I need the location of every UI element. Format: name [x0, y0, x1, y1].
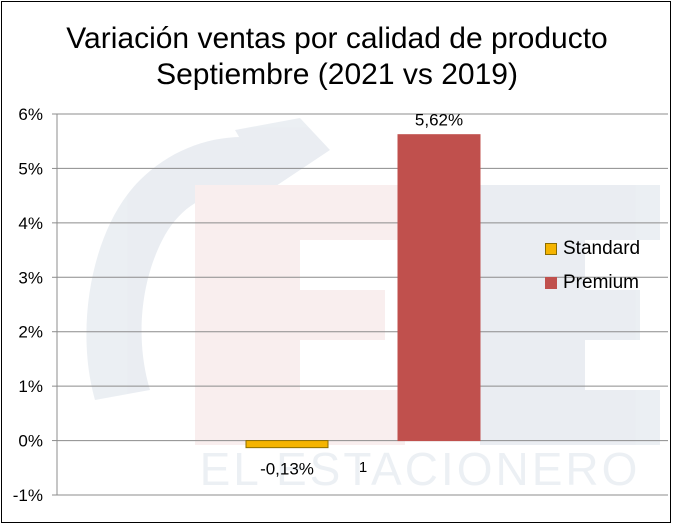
bar-standard [245, 440, 329, 449]
y-tick-label: 0% [18, 432, 43, 451]
chart-subtitle: Septiembre (2021 vs 2019) [156, 58, 518, 91]
y-tick-label: 2% [18, 323, 43, 342]
chart-title: Variación ventas por calidad de producto [66, 22, 608, 55]
data-label-premium: 5,62% [415, 111, 463, 130]
legend-label-standard: Standard [563, 238, 641, 259]
x-axis: 1 [359, 459, 367, 476]
y-tick-label: 4% [18, 214, 43, 233]
data-label-standard: -0,13% [260, 460, 314, 479]
legend-item-premium: Premium [545, 266, 640, 300]
legend: Standard Premium [545, 232, 640, 300]
y-tick-label: 3% [18, 268, 43, 287]
gridlines [57, 113, 668, 496]
legend-label-premium: Premium [563, 272, 640, 293]
legend-item-standard: Standard [545, 232, 640, 266]
legend-swatch-standard [545, 243, 557, 255]
bar-premium [397, 134, 481, 442]
y-tick-label: 6% [18, 105, 43, 124]
watermark-text: EL ESTACIONERO [200, 443, 641, 495]
y-tick-label: 5% [18, 159, 43, 178]
watermark-logo [86, 118, 660, 445]
y-axis: -1% 0% 1% 2% 3% 4% 5% 6% [13, 105, 58, 505]
x-category-label: 1 [359, 459, 367, 476]
data-labels: -0,13% 5,62% [260, 111, 463, 479]
bars [245, 134, 481, 449]
y-tick-label: 1% [18, 377, 43, 396]
y-tick-label: -1% [13, 486, 43, 505]
legend-swatch-premium [545, 277, 557, 289]
